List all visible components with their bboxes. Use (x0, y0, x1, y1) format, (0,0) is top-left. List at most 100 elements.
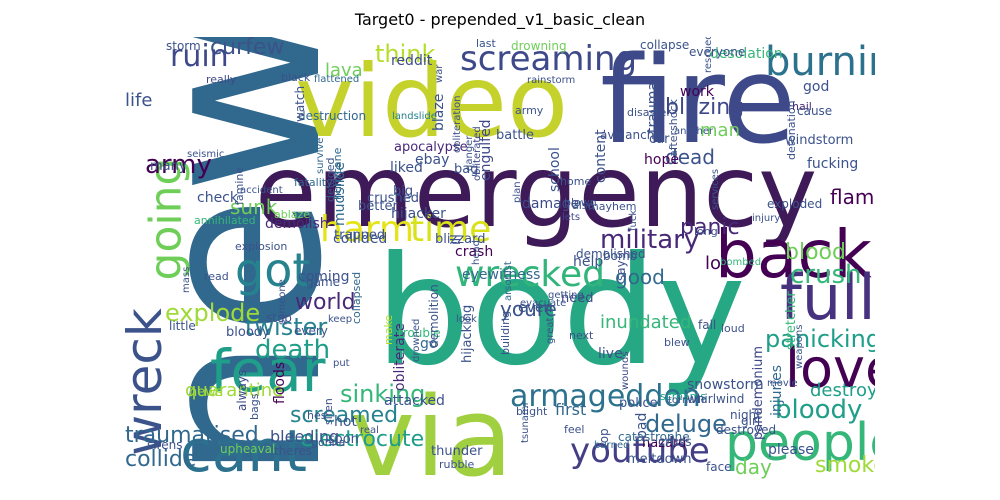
word-last: last (476, 37, 496, 50)
word-drown: collide (125, 447, 197, 472)
word-inundated: good (615, 265, 665, 289)
word-great: great (545, 317, 556, 344)
word-avalanche: avalanche (600, 128, 662, 142)
word-body: body (375, 225, 746, 399)
word-engulfed: engulfed (478, 119, 494, 181)
word-keep: keep (328, 314, 353, 325)
word-seismic: seismic (187, 149, 225, 160)
word-help: help (573, 254, 604, 270)
word-screams: screams (660, 390, 707, 403)
word-burned: burned (594, 440, 630, 451)
word-floods: floods (272, 361, 288, 404)
word-sunk: life (125, 90, 153, 111)
word-getting: getting (548, 290, 584, 301)
word-movie: movie (767, 378, 798, 389)
word-watch: watch (293, 85, 307, 122)
word-ruin: ruin (170, 39, 229, 74)
word-crushed: crushed (367, 191, 419, 206)
word-night: night (730, 408, 761, 422)
word-detonation: detonation (785, 100, 798, 160)
word-bombed: bombed (720, 257, 762, 268)
word-cause: cause (797, 104, 833, 118)
word-war: war (434, 64, 445, 83)
word-god: god (803, 79, 830, 95)
word-better: better (358, 199, 398, 214)
word-fear: fear (210, 337, 326, 405)
word-demolish: lol (705, 253, 727, 274)
word-flames: man (700, 120, 740, 141)
word-thunder: thunder (431, 444, 483, 459)
word-fatality: fatality (294, 176, 333, 189)
word-hope: crash (455, 244, 494, 260)
word-explosion: explosion (235, 240, 288, 253)
word-exploded: exploded (767, 197, 823, 211)
word-flattened: flattened (314, 74, 360, 85)
word-upheaval: upheaval (220, 442, 276, 456)
word-destruction: destruction (298, 109, 367, 123)
word-sinking: sinking (340, 380, 426, 408)
word-obliteration: obliteration (452, 95, 463, 154)
word-ill: ill (449, 234, 464, 245)
word-ebay: ebay (415, 152, 450, 168)
word-mass: mass (181, 266, 192, 293)
word-snowstorm: snowstorm (687, 377, 764, 393)
word-school: school (547, 147, 563, 192)
word-burning: burning (765, 39, 875, 85)
word-drowned: drowned (411, 318, 422, 362)
word-injury: injury (752, 213, 781, 224)
word-accident: accident (240, 185, 283, 196)
word-always: always (235, 369, 249, 411)
word-content: content (593, 129, 609, 183)
word-girl: girl (741, 414, 761, 428)
word-building: building (499, 310, 512, 355)
word-hot: hot (334, 414, 357, 430)
word-work: inundated (600, 312, 692, 333)
word-via: via (350, 373, 514, 483)
word-rubble: rubble (439, 458, 475, 471)
word-army: army (515, 104, 544, 117)
word-good: screamed (290, 403, 399, 428)
word-car: car (649, 132, 670, 147)
word-apocalypse: demolish (265, 216, 329, 232)
word-desolation: youre (500, 297, 557, 321)
word-life: blazing (665, 95, 745, 120)
word-collapse: collapse (640, 38, 690, 52)
word-hazard: work (680, 84, 714, 100)
word-blew: blew (664, 336, 690, 349)
word-blood: blood (785, 240, 846, 265)
word-many: many (150, 159, 187, 174)
word-annihilated: desolation (710, 46, 783, 62)
word-read: read (204, 270, 229, 283)
word-please: please (768, 442, 814, 458)
word-armageddon: armageddon (510, 379, 701, 414)
word-lol: electrocute (300, 427, 425, 452)
word-blight: blight (516, 405, 548, 418)
word-crash: flames (830, 185, 875, 209)
word-everyone: everyone (689, 45, 746, 59)
word-danger: bleeding (270, 427, 340, 446)
word-sirens: sirens (147, 438, 183, 452)
word-collided: collided (333, 231, 388, 247)
word-hijacking: hijacking (460, 304, 475, 363)
word-even: even (518, 300, 553, 316)
word-look: look (456, 314, 477, 325)
word-whirlwind: whirlwind (687, 392, 745, 406)
word-love: love (785, 337, 875, 400)
word-death: death (255, 335, 331, 365)
word-apocalypse: apocalypse (394, 140, 468, 155)
word-also: also (572, 199, 595, 212)
word-got: got (235, 243, 311, 297)
word-blizzard: blizzard (435, 232, 486, 247)
word-game: game (306, 275, 341, 289)
word-bloody: bloody (775, 395, 863, 425)
word-lets: lets (562, 212, 581, 223)
word-check: check (197, 190, 238, 206)
word-cross: cross (658, 435, 692, 450)
word-real: real (360, 425, 379, 436)
word-plan: plan (512, 181, 523, 203)
word-every: every (294, 324, 328, 338)
word-youre: military (600, 225, 700, 255)
word-injuries: injuries (769, 364, 785, 416)
word-smoke: day (735, 455, 772, 479)
word-meltdown: meltdown (627, 452, 692, 467)
